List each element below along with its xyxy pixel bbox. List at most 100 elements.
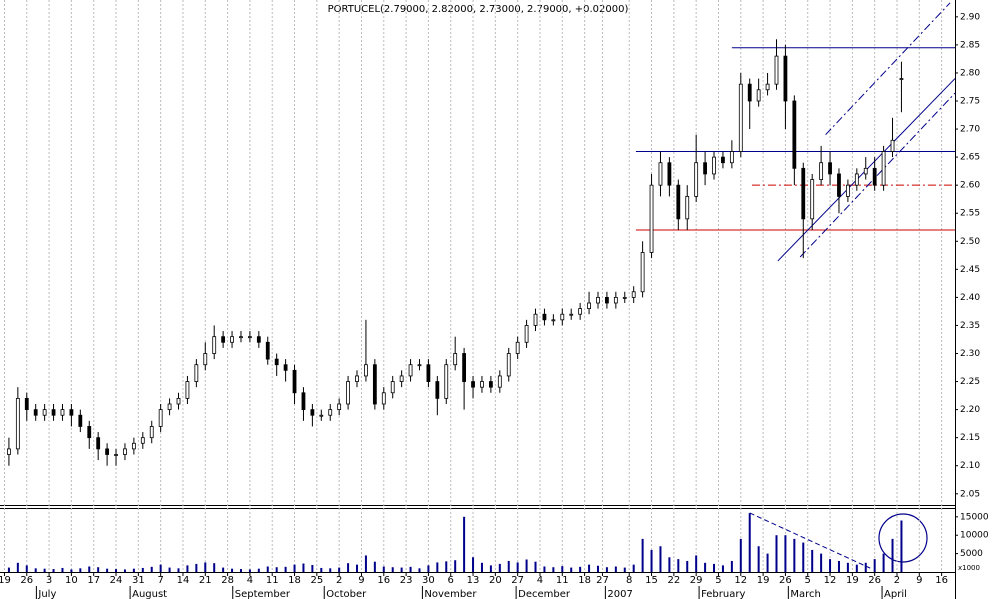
candle-body: [542, 313, 547, 321]
y-tick-label: 2.30: [960, 349, 980, 359]
volume-bar: [668, 557, 671, 572]
volume-bar: [311, 565, 314, 572]
volume-bar: [409, 566, 412, 572]
candle-body: [551, 319, 556, 322]
volume-bar: [686, 560, 689, 572]
candle-body: [783, 55, 788, 102]
volume-bar: [472, 557, 475, 572]
candle-body: [721, 156, 725, 164]
volume-bar: [293, 564, 296, 572]
volume-bar: [275, 567, 278, 572]
volume-bar: [436, 562, 439, 572]
month-label: April: [884, 589, 907, 599]
candle-body: [78, 414, 83, 427]
x-tick-label: 6: [448, 575, 454, 586]
y-tick-label: 2.25: [960, 377, 980, 387]
x-tick-label: 8: [626, 575, 632, 586]
candle-body: [444, 364, 449, 399]
volume-bar: [579, 566, 582, 572]
volume-bar: [373, 561, 376, 572]
candle-body: [149, 426, 154, 439]
y-tick-label: 2.90: [960, 12, 980, 22]
candle-body: [114, 454, 118, 456]
candle-body: [488, 381, 493, 388]
candle-body: [899, 78, 904, 80]
candle-body: [435, 381, 440, 399]
candle-body: [694, 162, 699, 197]
volume-tick-label: 10000: [960, 531, 989, 541]
x-tick-label: 7: [157, 575, 163, 586]
volume-bar: [525, 559, 528, 572]
candle-body: [24, 397, 29, 411]
candle-body: [319, 414, 324, 417]
candle-body: [292, 369, 297, 394]
x-tick-label: 5: [715, 575, 721, 586]
volume-bar: [257, 568, 260, 572]
candle-body: [140, 437, 145, 444]
volume-bar: [195, 563, 198, 572]
y-tick-label: 2.55: [960, 209, 980, 219]
candle-body: [819, 162, 824, 180]
volume-bar: [882, 553, 885, 572]
candle-body: [390, 381, 395, 394]
x-tick-label: 19: [0, 575, 11, 586]
month-label: 2007: [607, 589, 632, 599]
y-tick-label: 2.10: [960, 461, 980, 471]
candle-body: [810, 179, 815, 220]
volume-bar: [34, 568, 37, 572]
candle-body: [480, 381, 484, 388]
x-tick-label: 13: [467, 575, 480, 586]
x-tick-label: 19: [757, 575, 770, 586]
candle-body: [640, 252, 645, 293]
candle-body: [239, 336, 243, 339]
volume-bar: [418, 568, 421, 572]
volume-bar: [141, 567, 144, 572]
volume-bar: [79, 568, 82, 572]
candle-body: [7, 448, 11, 455]
y-tick-label: 2.15: [960, 433, 980, 443]
volume-bar: [70, 569, 73, 572]
volume-bar: [445, 561, 448, 572]
volume-bar: [561, 566, 564, 572]
x-tick-label: 17: [87, 575, 100, 586]
x-tick-label: 31: [132, 575, 145, 586]
x-tick-label: 26: [779, 575, 792, 586]
volume-bar: [900, 520, 903, 572]
candle-body: [685, 195, 690, 220]
volume-bar: [239, 569, 242, 572]
candle-body: [256, 336, 261, 343]
x-tick-label: 2: [336, 575, 342, 586]
volume-bar: [713, 563, 716, 572]
candle-body: [676, 184, 681, 220]
candle-body: [872, 167, 877, 186]
candle-body: [729, 151, 734, 164]
volume-bar: [168, 567, 171, 572]
volume-bar: [177, 568, 180, 572]
candle-body: [426, 364, 431, 382]
volume-bar: [52, 569, 55, 572]
candle-body: [578, 308, 583, 315]
y-tick-label: 2.75: [960, 97, 980, 107]
volume-bar: [25, 565, 28, 572]
volume-bar: [489, 565, 492, 572]
candle-body: [497, 375, 502, 388]
volume-bar: [766, 553, 769, 572]
x-tick-label: 27: [596, 575, 609, 586]
volume-bar: [382, 566, 385, 572]
volume-bar: [784, 535, 787, 572]
candle-body: [622, 296, 627, 299]
x-tick-label: 25: [310, 575, 323, 586]
volume-bar: [730, 560, 733, 572]
volume-bar: [775, 535, 778, 572]
candle-body: [854, 173, 859, 186]
volume-tick-label: 15000: [960, 512, 989, 522]
volume-bar: [650, 549, 653, 572]
month-label: November: [424, 589, 477, 599]
candle-body: [703, 162, 707, 175]
x-tick-label: 20: [489, 575, 502, 586]
trend-line: [825, 2, 951, 136]
x-tick-label: 16: [935, 575, 948, 586]
candle-body: [587, 302, 591, 310]
chart-title: PORTUCEL(2.79000, 2.82000, 2.73000, 2.79…: [328, 4, 629, 15]
